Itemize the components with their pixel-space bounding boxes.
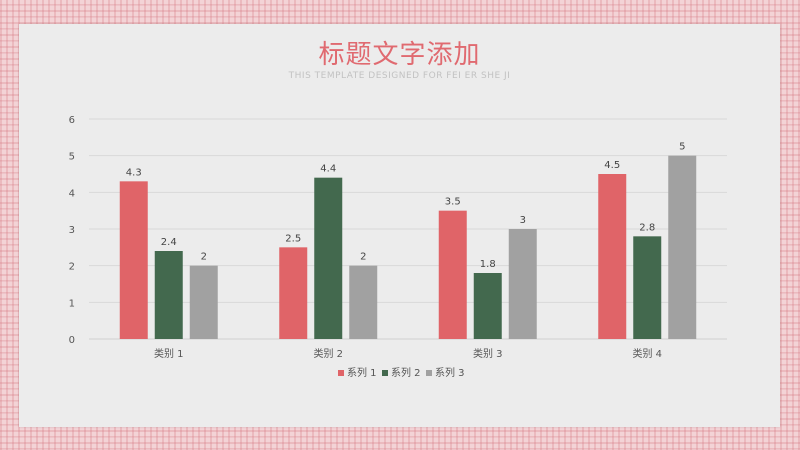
y-tick-label: 6 — [69, 115, 75, 126]
y-tick-label: 2 — [69, 262, 75, 273]
legend-label: 系列 1 — [347, 366, 377, 379]
x-tick-label: 类别 4 — [632, 347, 662, 360]
bar-chart: 0 1 2 3 4 5 6 4.3 2.4 2 类别 1 2.5 4.4 2 类别 2 3.5 1.8 3 类别 3… — [69, 115, 727, 379]
bar — [154, 251, 183, 339]
legend-label: 系列 2 — [391, 366, 421, 379]
legend-swatch — [426, 370, 432, 376]
x-tick-label: 类别 1 — [154, 347, 184, 360]
bar — [119, 181, 148, 339]
legend-label: 系列 3 — [435, 366, 465, 379]
x-tick-label: 类别 2 — [313, 347, 343, 360]
bar — [279, 247, 308, 339]
data-label: 2 — [201, 252, 207, 263]
data-label: 3 — [520, 215, 526, 226]
data-label: 5 — [679, 142, 685, 153]
data-label: 4.3 — [126, 167, 142, 178]
bar — [349, 265, 378, 339]
bar — [189, 265, 218, 339]
bar — [598, 174, 627, 339]
x-tick-label: 类别 3 — [473, 347, 503, 360]
bar — [473, 273, 502, 339]
data-label: 2.8 — [639, 222, 655, 233]
page-subtitle: THIS TEMPLATE DESIGNED FOR FEI ER SHE JI — [288, 71, 511, 81]
y-tick-label: 5 — [69, 152, 75, 163]
data-label: 2.5 — [285, 233, 301, 244]
bar — [438, 210, 467, 339]
data-label: 1.8 — [480, 259, 496, 270]
y-tick-label: 4 — [69, 188, 75, 199]
slide-panel: 标题文字添加 THIS TEMPLATE DESIGNED FOR FEI ER… — [19, 24, 780, 427]
data-label: 2 — [360, 252, 366, 263]
data-label: 3.5 — [445, 197, 461, 208]
legend-swatch — [338, 370, 344, 376]
y-tick-label: 0 — [69, 335, 75, 346]
bar — [633, 236, 662, 339]
bar — [508, 229, 537, 339]
bar — [314, 177, 343, 339]
data-label: 4.4 — [320, 164, 336, 175]
y-tick-label: 1 — [69, 298, 75, 309]
bar — [668, 155, 697, 339]
data-label: 4.5 — [604, 160, 620, 171]
page-title: 标题文字添加 — [318, 40, 481, 70]
legend-swatch — [382, 370, 388, 376]
data-label: 2.4 — [161, 237, 177, 248]
y-tick-label: 3 — [69, 225, 75, 236]
